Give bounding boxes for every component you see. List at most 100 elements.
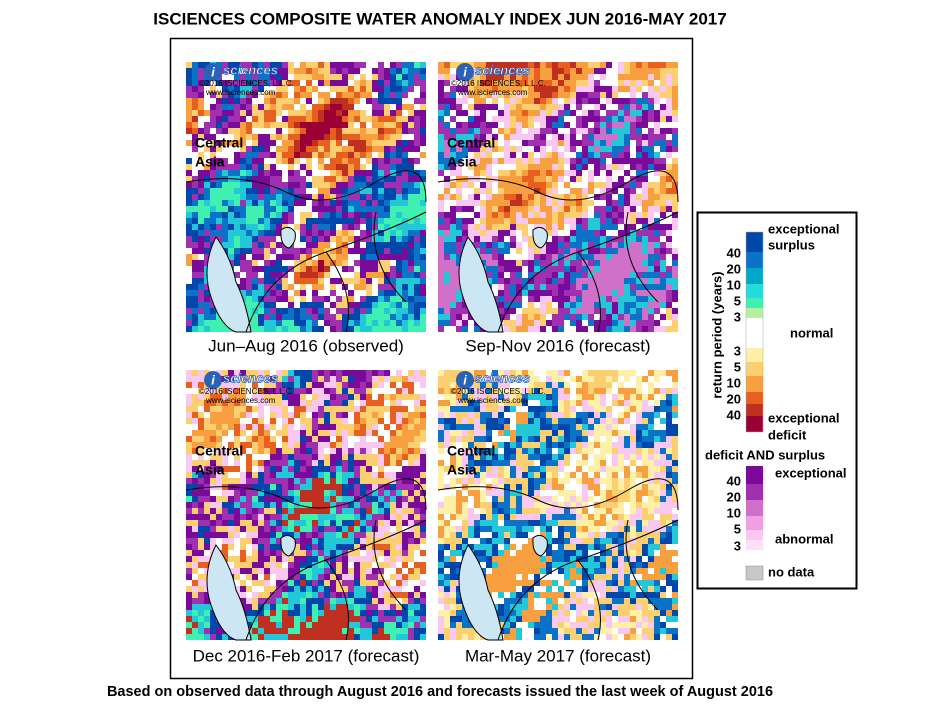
legend: exceptionalsurplus40201053normal35102040… <box>705 221 847 581</box>
legend-tick: 20 <box>727 391 741 406</box>
map-cells <box>438 92 678 332</box>
legend-label: deficit <box>768 427 807 442</box>
legend-label: no data <box>768 564 815 579</box>
legend-label: exceptional <box>768 221 840 236</box>
legend-tick: 5 <box>734 359 741 374</box>
region-label: Asia <box>447 154 477 170</box>
map-cells <box>438 370 678 640</box>
copyright: ©2016 ISCIENCES, L.L.C. <box>199 387 294 396</box>
region-label: Central <box>447 135 495 151</box>
caspian-sea <box>206 236 252 333</box>
map-panel: i sciences ©2016 ISCIENCES, L.L.C.www.isci… <box>437 370 679 641</box>
legend-bar-outline <box>745 231 764 433</box>
no-data-swatch <box>745 565 764 581</box>
legend-label: exceptional <box>775 465 847 480</box>
logo-name: sciences <box>475 62 530 77</box>
map-frame <box>169 37 694 680</box>
region-label: Central <box>447 443 495 459</box>
legend-label: surplus <box>768 237 815 252</box>
title: ISCIENCES COMPOSITE WATER ANOMALY INDEX … <box>153 9 726 28</box>
legend-label: deficit AND surplus <box>705 447 825 462</box>
legend-tick: 3 <box>734 309 741 324</box>
map-cells <box>186 370 426 604</box>
legend-axis-label: return period (years) <box>709 271 724 398</box>
logo-letter: i <box>463 64 467 79</box>
legend-tick: 10 <box>727 505 741 520</box>
legend-swatch <box>746 530 763 540</box>
legend-swatch <box>746 268 763 284</box>
legend-swatch <box>746 500 763 516</box>
legend-tick: 40 <box>727 407 741 422</box>
map-cells <box>186 62 426 332</box>
url: www.isciences.com <box>205 88 276 97</box>
url: www.isciences.com <box>457 88 528 97</box>
aral-sea <box>280 534 296 557</box>
url: www.isciences.com <box>205 396 276 405</box>
legend-tick: 40 <box>727 473 741 488</box>
legend-swatch <box>746 284 763 298</box>
legend-swatch <box>746 308 763 318</box>
borders <box>437 478 679 641</box>
region-label: Asia <box>447 462 477 478</box>
logo-mark <box>204 63 222 81</box>
region-label: Central <box>195 443 243 459</box>
legend-swatch <box>746 252 763 268</box>
panel-caption: Dec 2016-Feb 2017 (forecast) <box>193 646 420 665</box>
borders <box>185 478 427 641</box>
map-cells <box>186 382 426 598</box>
map-cells <box>186 62 426 332</box>
region-label: Central <box>195 135 243 151</box>
caspian-sea <box>206 544 252 641</box>
panel-caption: Jun–Aug 2016 (observed) <box>208 336 404 355</box>
copyright: ©2016 ISCIENCES, L.L.C. <box>451 79 546 88</box>
legend-tick: 40 <box>727 245 741 260</box>
legend-tick: 5 <box>734 521 741 536</box>
copyright: ©2016 ISCIENCES, L.L.C. <box>199 79 294 88</box>
panel-caption: Mar-May 2017 (forecast) <box>465 646 651 665</box>
legend-swatch <box>746 392 763 404</box>
logo-mark <box>456 371 474 389</box>
maps: i sciences©2016 ISCIENCES, L.L.C.www.isci… <box>185 62 679 665</box>
map-cells <box>438 370 678 640</box>
map-cells <box>438 394 678 640</box>
legend-tick: 3 <box>734 538 741 553</box>
legend-swatch <box>746 484 763 500</box>
map-cells <box>186 62 402 284</box>
legend-swatch <box>746 404 763 416</box>
region-label: Asia <box>195 154 225 170</box>
legend-swatch <box>746 232 763 252</box>
logo-letter: i <box>211 372 215 387</box>
map-cells <box>480 62 582 212</box>
logo-name: sciences <box>475 370 530 385</box>
logo-name: sciences <box>223 62 278 77</box>
map-cells <box>294 104 348 272</box>
legend-box <box>696 211 858 590</box>
map-cells <box>186 478 390 640</box>
legend-swatch <box>746 516 763 530</box>
legend-tick: 20 <box>727 261 741 276</box>
url: www.isciences.com <box>457 396 528 405</box>
aral-sea <box>532 226 548 249</box>
aral-sea <box>280 226 296 249</box>
borders <box>437 170 679 333</box>
logo-name: sciences <box>223 370 278 385</box>
map-cells <box>438 388 678 640</box>
legend-label: exceptional <box>768 410 840 425</box>
caspian-sea <box>458 544 504 641</box>
map-panel: i sciences ©2016 ISCIENCES, L.L.C.www.isci… <box>185 370 427 641</box>
borders <box>185 170 427 333</box>
logo-mark <box>204 371 222 389</box>
legend-tick: 5 <box>734 293 741 308</box>
panel-caption: Sep-Nov 2016 (forecast) <box>465 336 650 355</box>
legend-label: normal <box>790 325 833 340</box>
logo-mark <box>456 63 474 81</box>
logo-letter: i <box>211 64 215 79</box>
map-cells <box>186 370 426 634</box>
legend-tick: 10 <box>727 277 741 292</box>
map-cells <box>438 104 678 332</box>
legend-label: abnormal <box>775 531 834 546</box>
map-cells <box>186 62 426 332</box>
legend-tick: 3 <box>734 343 741 358</box>
legend-swatch <box>746 466 763 484</box>
